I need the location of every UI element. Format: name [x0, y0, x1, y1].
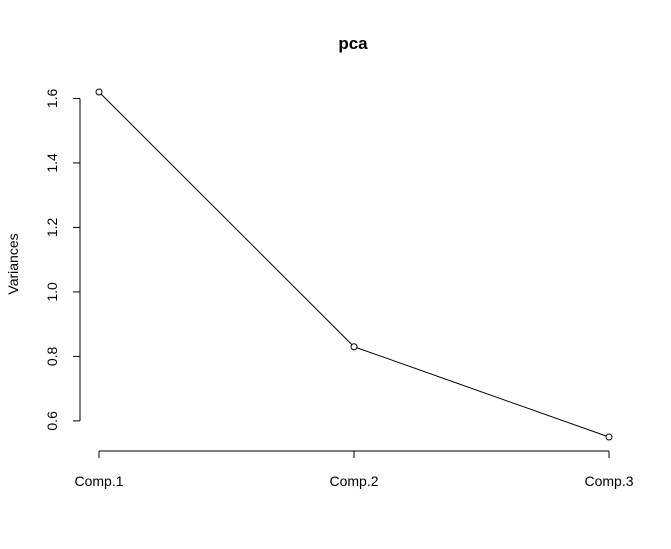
y-tick-label: 0.8 — [44, 346, 60, 366]
data-point — [95, 88, 103, 96]
x-tick-label: Comp.3 — [584, 473, 633, 489]
x-tick-label: Comp.1 — [74, 473, 123, 489]
series-segment — [100, 93, 353, 345]
series-segment — [356, 347, 607, 437]
y-tick-label: 0.6 — [44, 411, 60, 431]
x-tick-label: Comp.2 — [329, 473, 378, 489]
y-tick-label: 1.2 — [44, 217, 60, 237]
x-axis: Comp.1 Comp.2 Comp.3 — [74, 450, 634, 489]
y-tick-label: 1.6 — [44, 89, 60, 109]
y-axis: 0.6 0.8 1.0 1.2 1.4 1.6 — [44, 89, 81, 431]
data-points — [95, 88, 613, 441]
chart-title: pca — [338, 34, 368, 53]
y-axis-label: Variances — [5, 233, 21, 294]
series-line — [100, 93, 607, 437]
data-point — [605, 433, 613, 441]
y-tick-label: 1.4 — [44, 153, 60, 173]
data-point — [350, 343, 358, 351]
y-tick-label: 1.0 — [44, 282, 60, 302]
